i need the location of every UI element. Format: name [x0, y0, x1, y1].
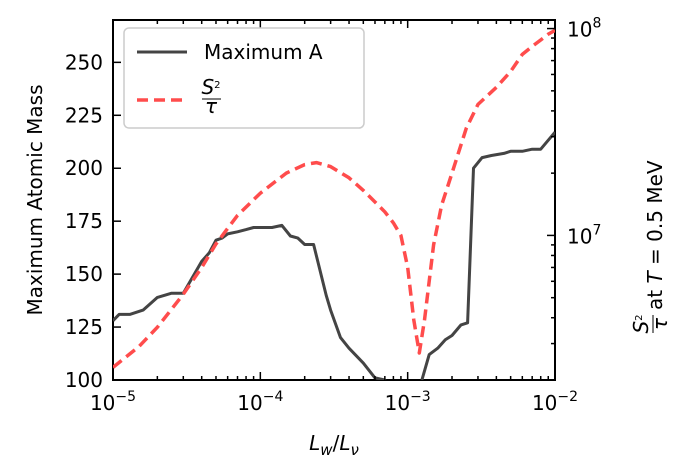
y-right-tick-label: 107: [567, 222, 601, 248]
legend: Maximum A S2τ: [123, 27, 365, 129]
y-left-tick-label: 250: [65, 50, 103, 74]
axes-layer: 10−5 10−4 10−3 10−2 100 125 150 175 200 225 250 107…: [65, 16, 602, 415]
y-left-tick-label: 125: [65, 315, 103, 339]
y-right-title-denominator: τ: [648, 317, 672, 330]
x-tick-label: 10−5: [90, 389, 136, 415]
y-left-axis-title: Maximum Atomic Mass: [23, 84, 47, 315]
series-line-max-a-1: [420, 131, 555, 380]
series-line-max-a-0: [113, 223, 387, 380]
x-tick-label: 10−2: [532, 389, 578, 415]
y-right-tick-label: 108: [567, 16, 601, 42]
y-left-axis-title-group: Maximum Atomic Mass: [23, 84, 47, 315]
series-layer: [113, 28, 555, 380]
legend-label-max-a: Maximum A: [204, 40, 323, 64]
y-left-tick-label: 100: [65, 368, 103, 392]
x-tick-label: 10−3: [385, 389, 431, 415]
x-axis-title: Lw/Lν: [309, 431, 359, 459]
y-left-tick-label: 150: [65, 262, 103, 286]
series-line-entropy: [113, 28, 555, 369]
legend-entropy-denominator: τ: [205, 94, 218, 118]
x-tick-label: 10−4: [237, 389, 283, 415]
y-left-tick-label: 200: [65, 156, 103, 180]
y-left-tick-label: 225: [65, 103, 103, 127]
y-right-title-rest: at T = 0.5 MeV: [643, 160, 667, 310]
y-right-title-numerator: S2: [629, 314, 653, 333]
plot-frame: [112, 19, 556, 381]
y-right-axis-title-group: S2τ at T = 0.5 MeV: [629, 160, 672, 333]
y-left-tick-label: 175: [65, 209, 103, 233]
plot-border: [112, 19, 556, 381]
legend-entropy-numerator: S2: [201, 75, 220, 99]
